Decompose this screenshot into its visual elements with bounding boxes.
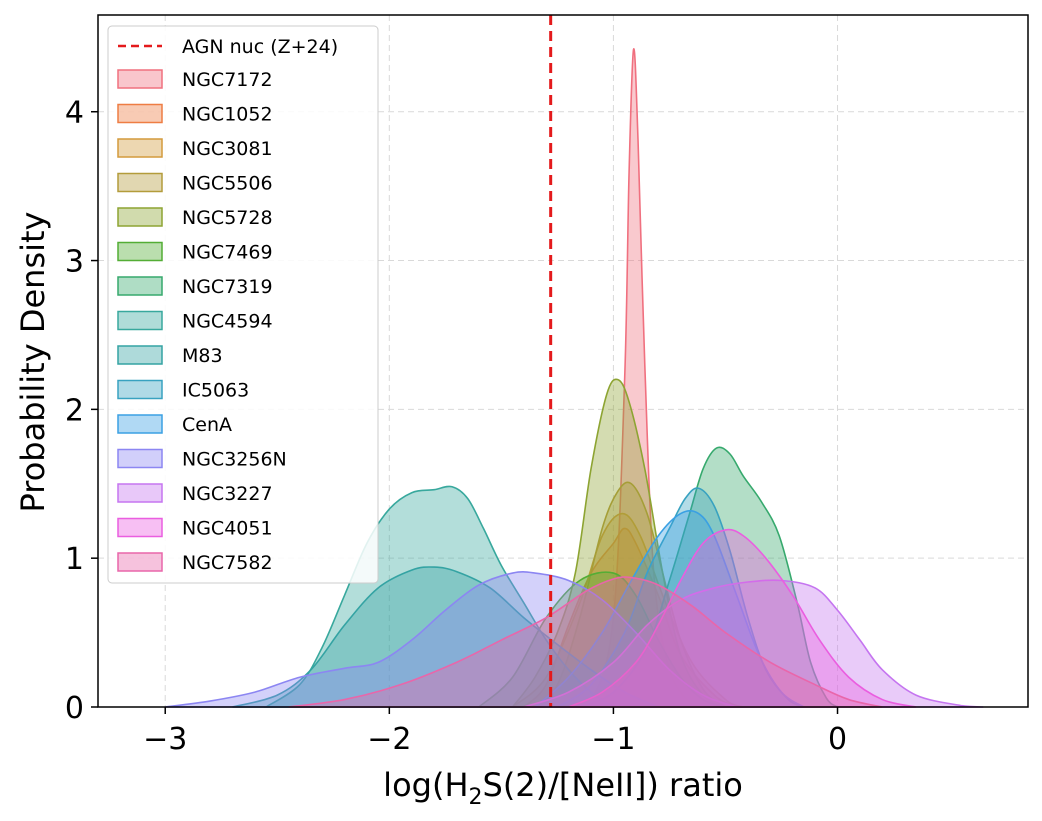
legend-label-M83: M83 xyxy=(182,345,223,367)
kde-area-NGC5728 xyxy=(510,378,726,708)
legend-swatch-M83 xyxy=(117,345,163,365)
legend-label-NGC5728: NGC5728 xyxy=(182,207,273,229)
kde-area-NGC7469 xyxy=(476,571,726,708)
legend-label-NGC7172: NGC7172 xyxy=(182,69,273,91)
legend-label-NGC3227: NGC3227 xyxy=(182,483,273,505)
legend-items: NGC7172 NGC1052 NGC3081 NGC5506 NGC5728 NGC74… xyxy=(117,69,287,574)
legend-swatch-NGC1052 xyxy=(117,103,163,124)
y-tick-label-0: 0 xyxy=(65,691,84,726)
legend-swatch-NGC4594 xyxy=(117,310,163,331)
kde-area-NGC7172 xyxy=(557,48,704,708)
x-axis-label: log(H2S(2)/[NeII]) ratio xyxy=(383,766,743,810)
legend-label-NGC7469: NGC7469 xyxy=(182,242,273,264)
legend-box xyxy=(107,25,379,584)
legend-swatch-NGC5728 xyxy=(117,207,163,227)
x-tick-label-0: −3 xyxy=(143,722,187,757)
legend-label-CenA: CenA xyxy=(182,414,232,436)
kde-area-NGC5506 xyxy=(533,481,728,708)
legend-label-NGC1052: NGC1052 xyxy=(182,104,273,126)
legend-reference-line-label: AGN nuc (Z+24) xyxy=(182,36,338,58)
kde-area-CenA xyxy=(532,509,807,708)
legend-swatch-NGC7319 xyxy=(117,276,163,296)
legend-label-NGC5506: NGC5506 xyxy=(182,173,273,195)
kde-area-NGC3227 xyxy=(523,579,984,708)
legend-swatch-CenA xyxy=(117,414,163,434)
kde-area-NGC3256N xyxy=(165,571,737,708)
kde-area-NGC4594 xyxy=(263,485,617,708)
legend-swatch-NGC4051 xyxy=(117,517,163,538)
kde-area-NGC7582 xyxy=(288,576,883,708)
legend-swatch-NGC3081 xyxy=(117,138,163,158)
legend-swatch-NGC7582 xyxy=(117,552,163,572)
legend-swatch-NGC5506 xyxy=(117,172,163,193)
legend-swatch-NGC7469 xyxy=(117,241,163,262)
y-axis-label: Probability Density xyxy=(14,212,52,513)
legend-label-NGC7319: NGC7319 xyxy=(182,276,273,298)
kde-areas xyxy=(165,48,984,708)
y-tick-label-2: 2 xyxy=(65,393,84,428)
legend-label-NGC7582: NGC7582 xyxy=(182,552,273,574)
y-tick-label-1: 1 xyxy=(65,542,84,577)
legend-label-NGC4594: NGC4594 xyxy=(182,311,273,333)
kde-area-NGC7319 xyxy=(579,446,840,708)
x-tick-label-2: −1 xyxy=(591,722,635,757)
legend-label-NGC4051: NGC4051 xyxy=(182,518,273,540)
legend-swatch-NGC3256N xyxy=(117,448,163,469)
y-tick-label-4: 4 xyxy=(65,96,84,131)
y-tick-label-3: 3 xyxy=(65,245,84,280)
x-axis-ticks: −3 −2 −1 0 xyxy=(143,707,847,757)
legend-label-IC5063: IC5063 xyxy=(182,380,249,402)
legend-swatch-NGC3227 xyxy=(117,483,163,503)
legend-label-NGC3256N: NGC3256N xyxy=(182,449,287,471)
kde-area-NGC4051 xyxy=(568,528,917,708)
y-axis-ticks: 0 1 2 3 4 xyxy=(65,96,98,726)
legend-label-NGC3081: NGC3081 xyxy=(182,138,273,160)
legend-swatch-NGC7172 xyxy=(117,69,163,89)
x-tick-label-3: 0 xyxy=(828,722,847,757)
legend: AGN nuc (Z+24) NGC7172 NGC1052 NGC3081 NGC5… xyxy=(107,25,379,584)
x-tick-label-1: −2 xyxy=(367,722,411,757)
kde-area-NGC3081 xyxy=(510,512,744,708)
plot-frame xyxy=(97,14,1029,708)
legend-swatch-IC5063 xyxy=(117,379,163,400)
